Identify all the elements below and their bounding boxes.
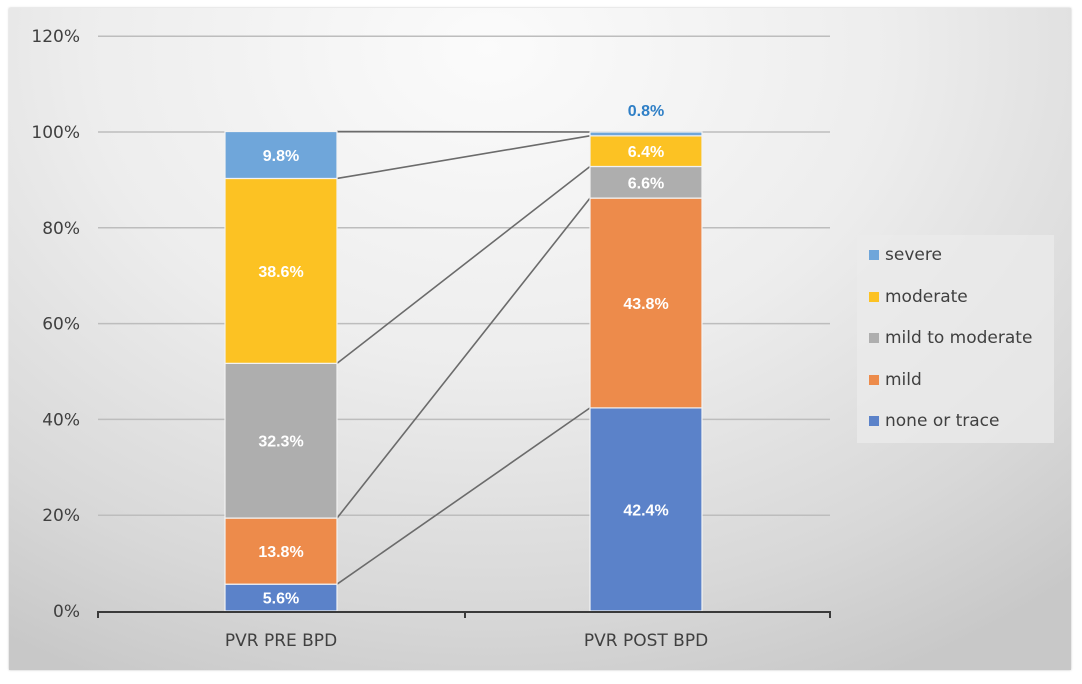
legend-swatch-icon (869, 250, 879, 260)
legend-label: severe (885, 245, 942, 265)
legend-item[interactable]: mild to moderate (869, 326, 1032, 350)
bar-segment[interactable]: 6.6% (589, 165, 703, 199)
y-tick-label: 100% (31, 123, 80, 143)
data-label: 13.8% (258, 544, 303, 561)
x-category-label: PVR PRE BPD (225, 631, 337, 651)
bar-segment[interactable]: 32.3% (224, 362, 338, 519)
x-axis: PVR PRE BPD PVR POST BPD (97, 611, 831, 651)
data-label: 32.3% (258, 434, 303, 451)
legend-label: mild (885, 369, 922, 390)
y-tick-label: 120% (31, 27, 80, 47)
data-label: 6.6% (628, 175, 664, 192)
gridlines (98, 35, 830, 516)
series-line (336, 197, 591, 519)
bar-segment[interactable]: 9.8% (224, 130, 338, 180)
series-line (336, 407, 591, 585)
legend-item[interactable]: mild (869, 368, 922, 392)
bar-segment[interactable]: 43.8% (589, 197, 703, 409)
data-label: 42.4% (623, 502, 668, 519)
y-tick-label: 40% (42, 410, 80, 430)
legend-label: mild to moderate (885, 328, 1033, 348)
data-label: 6.4% (628, 144, 664, 161)
bar-segment[interactable]: 6.4% (589, 135, 703, 168)
legend-swatch-icon (869, 291, 879, 302)
series-line (336, 165, 591, 364)
data-label: 0.8% (628, 103, 664, 120)
series-line (336, 135, 591, 180)
data-label: 9.8% (263, 148, 299, 165)
data-label: 43.8% (623, 296, 668, 313)
data-label: 38.6% (258, 264, 303, 281)
series-lines (336, 130, 591, 585)
y-tick-label: 80% (42, 219, 80, 239)
legend-swatch-icon (869, 416, 879, 426)
legend-swatch-icon (869, 374, 879, 385)
legend-item[interactable]: severe (869, 243, 942, 267)
legend: severe moderate mild to moderate mild none o… (857, 235, 1054, 443)
legend-label: moderate (885, 286, 968, 307)
legend-item[interactable]: none or trace (869, 409, 999, 433)
y-tick-label: 0% (53, 602, 80, 622)
bar-segment[interactable]: 42.4% (589, 407, 703, 612)
data-label: 5.6% (263, 591, 299, 608)
bars: 5.6% 13.8% 32.3% 38.6% 9.8% 42.4% 43.8% 6.6% 6.4… (224, 103, 703, 612)
y-tick-label: 60% (42, 315, 80, 335)
legend-item[interactable]: moderate (869, 285, 968, 309)
legend-swatch-icon (869, 333, 879, 343)
y-tick-label: 20% (42, 506, 80, 526)
y-axis-ticks: 0% 20% 40% 60% 80% 100% 120% (31, 27, 80, 622)
bar-segment[interactable]: 0.8% (589, 103, 703, 137)
bar-segment[interactable]: 13.8% (224, 517, 338, 585)
bar-segment[interactable]: 38.6% (224, 177, 338, 364)
bar-segment[interactable]: 5.6% (224, 583, 338, 612)
legend-label: none or trace (885, 411, 1000, 431)
x-category-label: PVR POST BPD (584, 631, 708, 651)
